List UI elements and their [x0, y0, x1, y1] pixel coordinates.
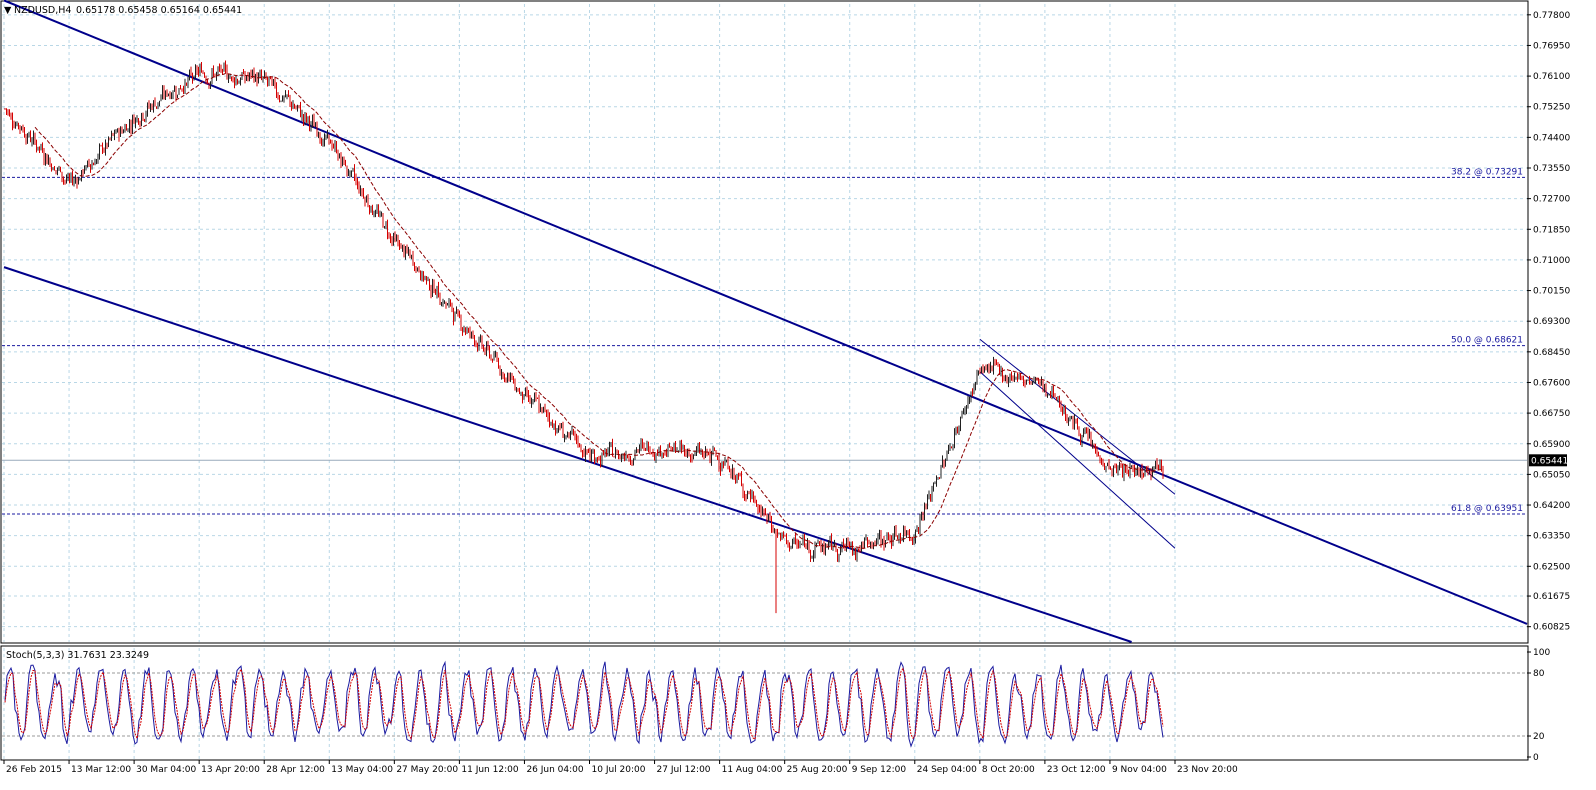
- moving-average-line: [34, 72, 1164, 549]
- current-price-label: 0.65441: [1531, 456, 1568, 466]
- time-tick-label: 8 Oct 20:00: [982, 765, 1035, 775]
- stoch-panel: [0, 645, 1529, 761]
- price-tick-label: 0.71000: [1533, 256, 1570, 266]
- candlestick-series: [4, 60, 1164, 614]
- price-tick-label: 0.76950: [1533, 41, 1570, 51]
- stoch-main-line: [4, 660, 1164, 748]
- time-tick-label: 10 Jul 20:00: [592, 765, 646, 775]
- time-tick-label: 11 Aug 04:00: [722, 765, 783, 775]
- price-tick-label: 0.73550: [1533, 164, 1570, 174]
- fib-level-label: 61.8 @ 0.63951: [1451, 504, 1523, 514]
- ohlc-readout: 0.65178 0.65458 0.65164 0.65441: [76, 5, 242, 16]
- collapse-icon[interactable]: ▼: [4, 5, 12, 16]
- stoch-tick-label: 0: [1533, 753, 1539, 763]
- stoch-tick-label: 80: [1533, 669, 1545, 679]
- price-tick-label: 0.61675: [1533, 592, 1570, 602]
- price-tick-label: 0.65900: [1533, 440, 1570, 450]
- price-tick-label: 0.68450: [1533, 348, 1570, 358]
- price-axis: 0.77800 0.76950 0.76100 0.75250 0.74400 0.735…: [1527, 11, 1570, 633]
- time-tick-label: 13 Mar 12:00: [71, 765, 131, 775]
- price-tick-label: 0.63350: [1533, 532, 1570, 542]
- fib-level-label: 50.0 @ 0.68621: [1451, 336, 1523, 346]
- time-tick-label: 23 Nov 20:00: [1177, 765, 1238, 775]
- main-panel: [0, 0, 1529, 644]
- price-tick-label: 0.66750: [1533, 409, 1570, 419]
- time-tick-label: 25 Aug 20:00: [787, 765, 848, 775]
- time-tick-label: 26 Feb 2015: [6, 765, 62, 775]
- time-tick-label: 30 Mar 04:00: [136, 765, 196, 775]
- time-tick-label: 26 Jun 04:00: [526, 765, 583, 775]
- stoch-signal-line: [4, 667, 1164, 741]
- time-tick-label: 27 May 20:00: [396, 765, 458, 775]
- price-tick-label: 0.69300: [1533, 317, 1570, 327]
- stoch-axis: 100 80 20 0: [1527, 648, 1550, 763]
- stoch-title: Stoch(5,3,3) 31.7631 23.3249: [6, 650, 149, 661]
- time-tick-label: 9 Sep 12:00: [852, 765, 907, 775]
- fib-level-label: 38.2 @ 0.73291: [1451, 167, 1523, 177]
- price-tick-label: 0.62500: [1533, 562, 1570, 572]
- time-tick-label: 13 May 04:00: [331, 765, 393, 775]
- time-axis: 26 Feb 2015 13 Mar 12:00 30 Mar 04:00 13 Ap…: [3, 760, 1238, 775]
- price-tick-label: 0.72700: [1533, 195, 1570, 205]
- time-tick-label: 13 Apr 20:00: [201, 765, 260, 775]
- upper-channel-line: [3, 0, 1528, 625]
- lower-channel-line: [3, 266, 1132, 643]
- price-tick-label: 0.74400: [1533, 133, 1570, 143]
- symbol-label: NZDUSD,H4: [14, 5, 71, 16]
- time-tick-label: 28 Apr 12:00: [266, 765, 325, 775]
- time-tick-label: 27 Jul 12:00: [657, 765, 711, 775]
- price-grid: [2, 4, 1527, 642]
- stoch-tick-label: 20: [1533, 732, 1545, 742]
- time-tick-label: 11 Jun 12:00: [461, 765, 518, 775]
- price-tick-label: 0.67600: [1533, 378, 1570, 388]
- stochastic-lines: [4, 660, 1164, 748]
- small-channel-lower-line: [979, 371, 1176, 549]
- time-tick-label: 23 Oct 12:00: [1047, 765, 1106, 775]
- price-tick-label: 0.71850: [1533, 225, 1570, 235]
- price-tick-label: 0.65050: [1533, 470, 1570, 480]
- price-tick-label: 0.77800: [1533, 11, 1570, 21]
- stoch-tick-label: 100: [1533, 648, 1550, 658]
- price-tick-label: 0.75250: [1533, 103, 1570, 113]
- time-tick-label: 24 Sep 04:00: [917, 765, 977, 775]
- price-tick-label: 0.70150: [1533, 287, 1570, 297]
- stoch-grid: [2, 648, 1527, 759]
- current-price-badge: 0.65441: [1529, 454, 1568, 467]
- time-tick-label: 9 Nov 04:00: [1112, 765, 1167, 775]
- price-tick-label: 0.76100: [1533, 72, 1570, 82]
- price-tick-label: 0.64200: [1533, 501, 1570, 511]
- price-tick-label: 0.60825: [1533, 623, 1570, 633]
